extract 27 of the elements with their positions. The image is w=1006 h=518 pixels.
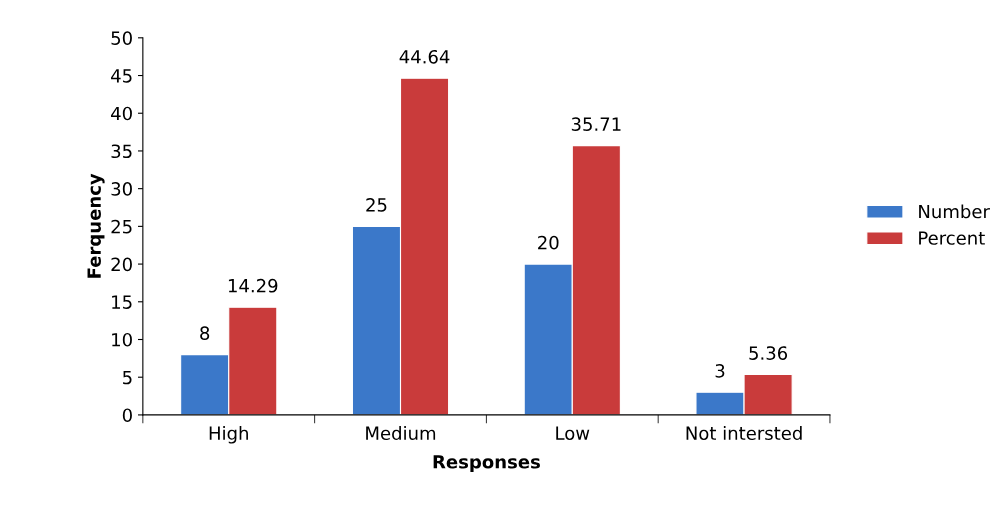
y-tick-label: 30 [111, 182, 132, 196]
data-label: 8 [200, 326, 210, 340]
y-tick-label: 40 [111, 106, 132, 121]
x-tick-label: Medium [366, 426, 436, 441]
y-tick-label: 25 [111, 219, 132, 234]
y-tick-label: 15 [112, 295, 132, 309]
y-tick-label: 0 [122, 408, 132, 423]
data-label: 5.36 [749, 346, 788, 360]
data-label: 20 [538, 235, 559, 250]
y-tick-label: 50 [111, 31, 132, 45]
data-label: 25 [366, 198, 387, 212]
data-label: 44.64 [399, 49, 450, 64]
data-label: 3 [715, 364, 725, 378]
legend-label: Number [919, 204, 990, 219]
y-axis-title: Ferquency [87, 173, 105, 278]
y-tick-label: 10 [112, 332, 132, 347]
data-label: 35.71 [571, 117, 621, 131]
y-tick-label: 45 [111, 69, 132, 83]
x-tick-label: Not intersted [686, 426, 802, 441]
y-tick-label: 35 [111, 144, 132, 159]
legend-label: Percent [919, 231, 985, 245]
y-tick-label: 20 [111, 257, 132, 272]
x-tick-label: Low [556, 426, 590, 441]
x-tick-label: High [209, 426, 248, 444]
x-axis-title: Responses [433, 455, 540, 473]
y-tick-label: 5 [123, 370, 132, 385]
data-label: 14.29 [228, 278, 278, 293]
